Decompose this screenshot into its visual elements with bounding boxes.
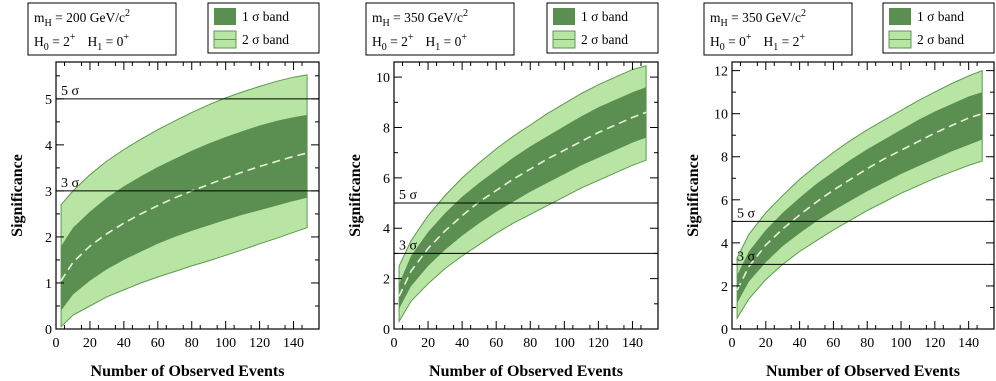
y-tick-label: 4	[383, 222, 390, 237]
y-axis-title: Significance	[347, 154, 364, 237]
reference-line-label: 5 σ	[399, 188, 418, 203]
y-tick-label: 10	[714, 108, 728, 123]
y-tick-label: 3	[45, 185, 52, 200]
info-box	[27, 2, 177, 56]
y-tick-label: 2	[45, 231, 52, 246]
band-1sigma	[61, 114, 308, 311]
y-tick-label: 4	[721, 237, 728, 252]
x-tick-label: 0	[391, 336, 398, 351]
y-tick-label: 0	[45, 323, 52, 338]
x-tick-label: 100	[554, 336, 575, 351]
reference-line-label: 5 σ	[737, 206, 756, 221]
reference-line-label: 3 σ	[399, 238, 418, 253]
y-tick-label: 6	[383, 172, 390, 187]
legend-label: 2 σ band	[917, 32, 964, 47]
info-line: H0 = 0+ H1 = 2+	[710, 32, 805, 53]
y-tick-label: 0	[721, 323, 728, 338]
y-tick-label: 0	[383, 323, 390, 338]
x-axis-title: Number of Observed Events	[429, 363, 623, 380]
band-1sigma	[737, 92, 983, 304]
y-tick-label: 2	[383, 273, 390, 288]
info-box	[365, 2, 515, 56]
x-tick-label: 80	[860, 336, 874, 351]
info-line: mH = 350 GeV/c2	[372, 8, 468, 29]
legend-label: 1 σ band	[581, 9, 628, 24]
x-tick-label: 80	[523, 336, 537, 351]
x-tick-label: 0	[53, 336, 60, 351]
legend-label: 1 σ band	[242, 9, 289, 24]
y-tick-label: 1	[45, 277, 52, 292]
legend-label: 2 σ band	[242, 32, 289, 47]
panel-0: 3 σ 5 σ 0 20 40 60 80 100 120 140 0 1 2 3 4 5 Number of …	[9, 2, 320, 380]
x-tick-label: 120	[924, 336, 945, 351]
y-tick-label: 10	[376, 71, 390, 86]
x-tick-label: 60	[151, 336, 165, 351]
x-tick-label: 20	[759, 336, 773, 351]
legend-label: 2 σ band	[581, 32, 628, 47]
info-box	[703, 2, 853, 56]
plot-frame	[393, 61, 659, 330]
y-tick-label: 12	[714, 65, 728, 80]
x-tick-label: 40	[117, 336, 131, 351]
x-tick-label: 20	[421, 336, 435, 351]
plot-frame	[731, 61, 995, 330]
x-tick-label: 20	[83, 336, 97, 351]
plot-area	[736, 69, 983, 320]
legend-label: 1 σ band	[917, 9, 964, 24]
panel-1: 3 σ 5 σ 0 20 40 60 80 100 120 140 0 2 4 6 8 10 Number of…	[347, 2, 659, 380]
y-axis-title: Significance	[685, 154, 702, 237]
x-tick-label: 120	[249, 336, 270, 351]
x-tick-label: 100	[891, 336, 912, 351]
x-tick-label: 100	[215, 336, 236, 351]
x-tick-label: 140	[958, 336, 979, 351]
median-line	[60, 152, 308, 282]
x-axis-title: Number of Observed Events	[766, 363, 960, 380]
y-tick-label: 6	[721, 194, 728, 209]
x-tick-label: 40	[793, 336, 807, 351]
x-tick-label: 120	[588, 336, 609, 351]
x-tick-label: 80	[185, 336, 199, 351]
x-tick-label: 140	[283, 336, 304, 351]
legend-swatch	[214, 8, 236, 25]
y-tick-label: 2	[721, 280, 728, 295]
plot-area	[398, 65, 647, 324]
x-tick-label: 60	[489, 336, 503, 351]
x-tick-label: 40	[455, 336, 469, 351]
plot-area	[60, 74, 308, 328]
legend-swatch	[889, 8, 911, 25]
info-line: H0 = 2+ H1 = 0+	[34, 32, 129, 53]
y-axis-title: Significance	[9, 154, 26, 237]
band-1sigma	[399, 87, 647, 309]
info-line: H0 = 2+ H1 = 0+	[372, 32, 467, 53]
y-tick-label: 5	[45, 93, 52, 108]
reference-line-label: 3 σ	[61, 176, 80, 191]
reference-line-label: 3 σ	[737, 249, 756, 264]
y-tick-label: 8	[383, 121, 390, 136]
x-tick-label: 140	[622, 336, 643, 351]
reference-line-label: 5 σ	[61, 84, 80, 99]
x-tick-label: 60	[826, 336, 840, 351]
y-tick-label: 8	[721, 151, 728, 166]
plot-frame	[55, 61, 320, 330]
x-tick-label: 0	[729, 336, 736, 351]
panel-2: 3 σ 5 σ 0 20 40 60 80 100 120 140 0 2 4 6 8 10 12 Number …	[685, 2, 995, 380]
x-axis-title: Number of Observed Events	[91, 363, 285, 380]
y-tick-label: 4	[45, 139, 52, 154]
info-line: mH = 350 GeV/c2	[710, 8, 806, 29]
median-line	[398, 111, 647, 297]
info-line: mH = 200 GeV/c2	[34, 8, 130, 29]
legend-swatch	[553, 8, 575, 25]
median-line	[736, 112, 983, 291]
